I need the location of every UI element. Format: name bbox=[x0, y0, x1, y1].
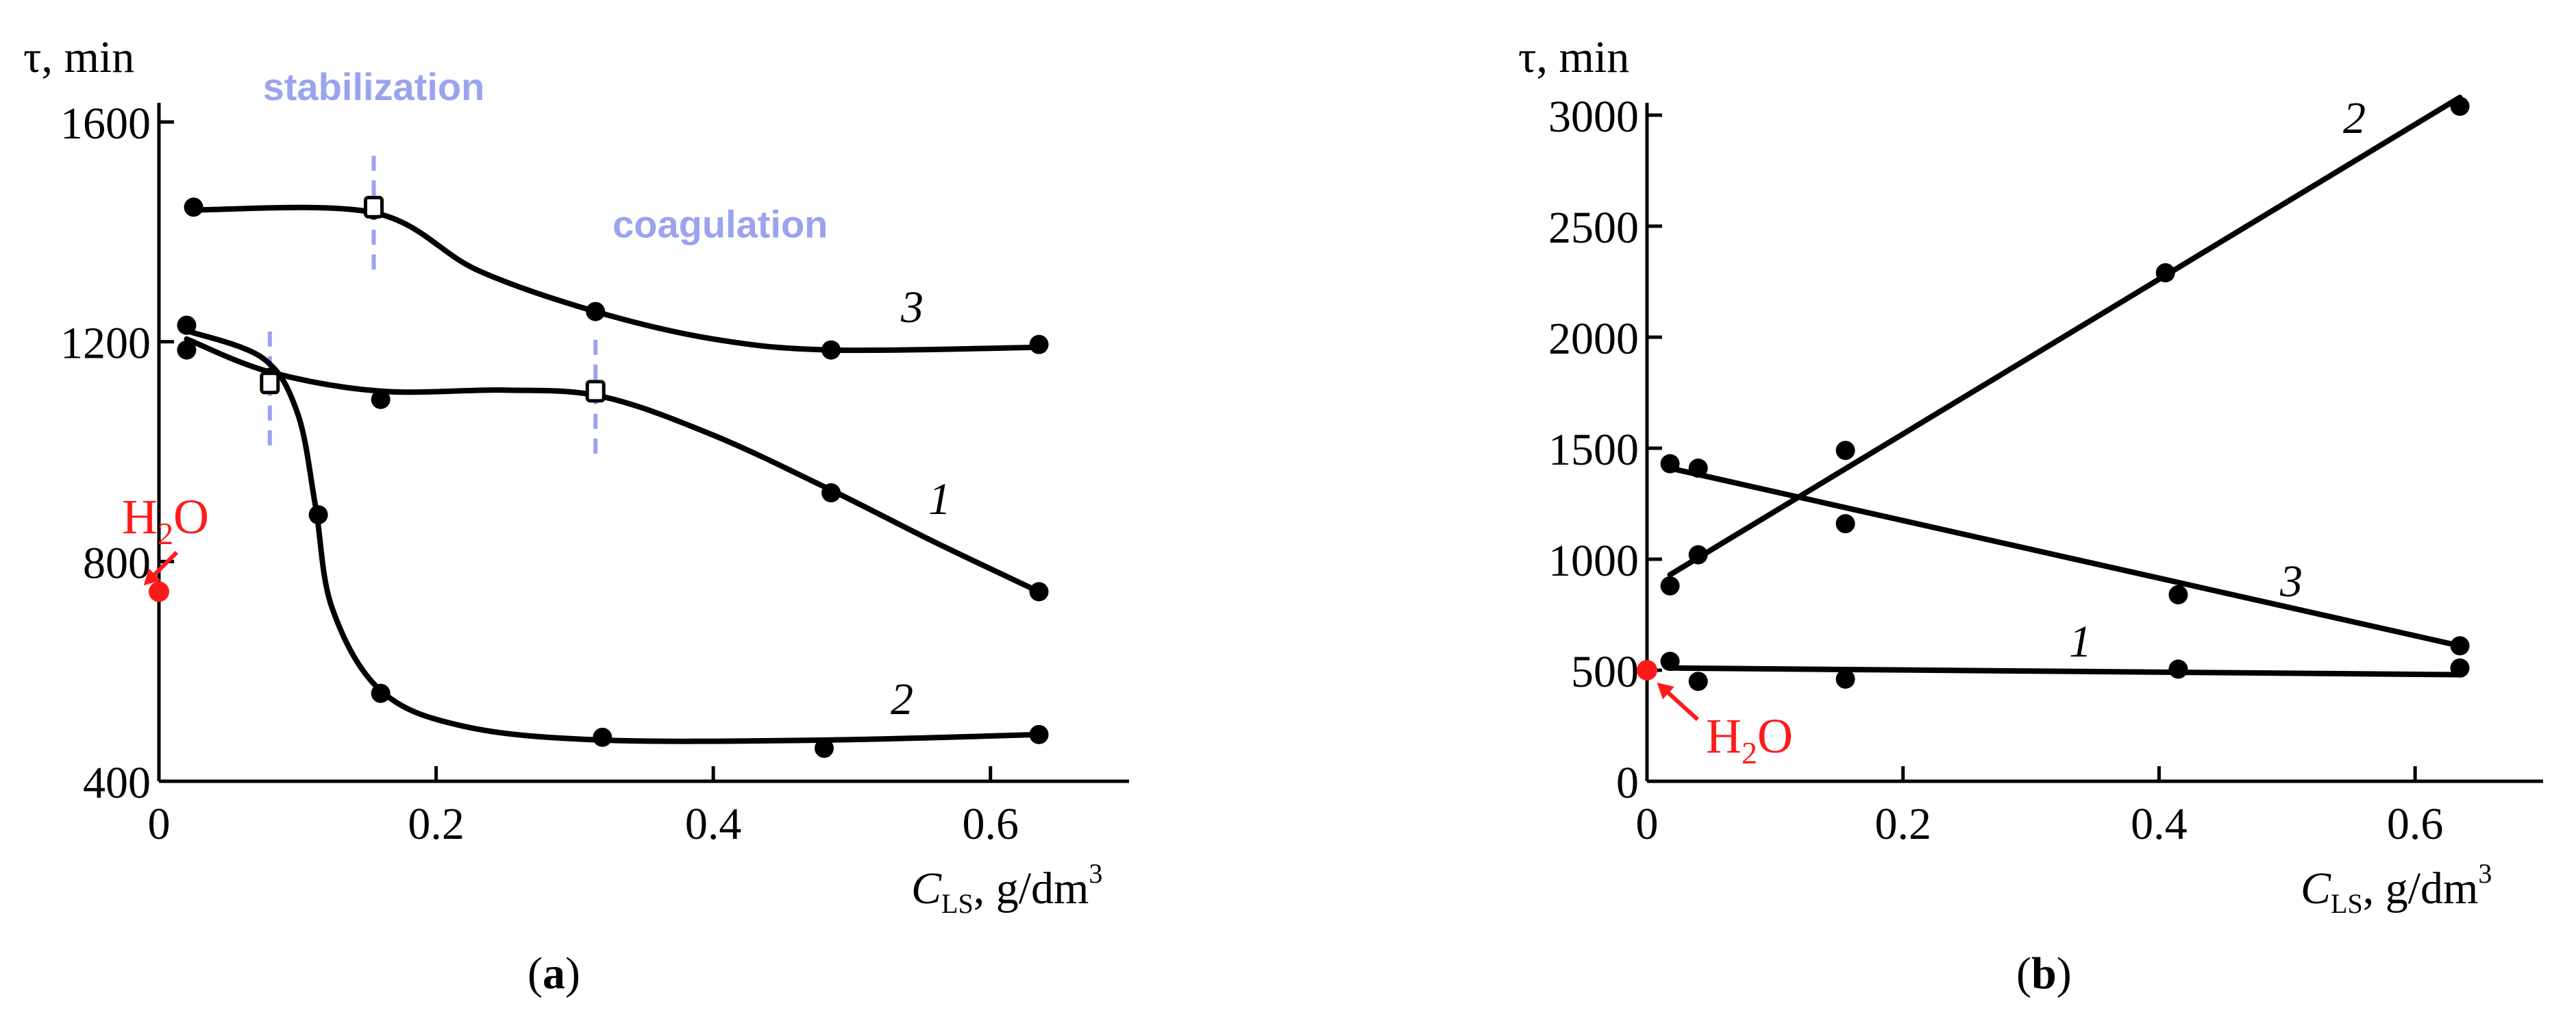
series-1-label: 1 bbox=[2069, 617, 2092, 667]
x-tick-label: 0 bbox=[1636, 799, 1659, 849]
series-2-point bbox=[2450, 97, 2470, 117]
series-1-point bbox=[821, 483, 841, 503]
transition-point bbox=[364, 195, 384, 219]
series-2-point bbox=[1029, 724, 1049, 744]
transition-point bbox=[260, 371, 280, 395]
series-1-point bbox=[2450, 658, 2470, 678]
series-2-point bbox=[593, 727, 612, 747]
y-axis-label: τ, min bbox=[1518, 32, 1629, 82]
series-1-point bbox=[2168, 659, 2188, 679]
series-2-label: 2 bbox=[891, 674, 913, 724]
y-tick-label: 1600 bbox=[60, 99, 151, 149]
x-tick-label: 0.6 bbox=[2387, 799, 2444, 849]
series-3-label: 3 bbox=[2279, 556, 2303, 606]
series-3-point bbox=[1029, 334, 1049, 354]
y-tick-label: 800 bbox=[83, 538, 151, 588]
y-tick-label: 400 bbox=[83, 758, 151, 808]
y-tick-label: 1000 bbox=[1548, 536, 1639, 586]
transition-point bbox=[585, 380, 606, 403]
series-3-line bbox=[1667, 465, 2463, 649]
series-3-point bbox=[1688, 458, 1708, 478]
water-reference-point bbox=[149, 581, 169, 602]
series-1-point bbox=[1029, 582, 1049, 602]
series-2-point bbox=[177, 315, 197, 335]
series-1-line bbox=[184, 336, 1042, 595]
x-tick-label: 0.4 bbox=[685, 799, 742, 849]
y-tick-label: 3000 bbox=[1548, 92, 1639, 142]
series-1-point bbox=[1835, 669, 1855, 689]
water-reference-arrowhead bbox=[1657, 682, 1674, 700]
panel-label: (b) bbox=[2016, 948, 2072, 998]
y-axis-label: τ, min bbox=[23, 32, 134, 82]
series-3-point bbox=[1835, 514, 1855, 534]
y-tick-label: 0 bbox=[1616, 758, 1639, 808]
series-3-point bbox=[184, 197, 203, 217]
series-2-line bbox=[1667, 95, 2463, 578]
x-tick-label: 0.2 bbox=[408, 799, 465, 849]
series-3-point bbox=[2450, 636, 2470, 656]
water-reference-arrowhead bbox=[143, 568, 161, 586]
chart-panel-a: 400 800 1200 1600 0 0.2 0.4 0.6 τ, min CLS, g/dm3… bbox=[23, 32, 1129, 998]
chart-panel-b: 0 500 1000 1500 2000 2500 3000 0 0.2 0.4 0.6 τ, min… bbox=[1518, 32, 2543, 998]
water-reference-point bbox=[1637, 660, 1657, 681]
x-axis-label: CLS, g/dm3 bbox=[911, 858, 1102, 919]
water-reference-label: H2O bbox=[122, 489, 209, 551]
series-1-point bbox=[1688, 672, 1708, 691]
series-2-point bbox=[1835, 441, 1855, 461]
series-1-line bbox=[1667, 665, 2463, 678]
series-1-label: 1 bbox=[928, 474, 951, 524]
series-3-point bbox=[586, 302, 606, 321]
series-3-point bbox=[2168, 585, 2188, 604]
series-2-point bbox=[814, 738, 834, 758]
series-3-point bbox=[821, 340, 841, 360]
y-tick-label: 2500 bbox=[1548, 203, 1639, 253]
panel-label: (a) bbox=[528, 948, 580, 998]
water-reference-label: H2O bbox=[1706, 709, 1793, 770]
series-3-point bbox=[1660, 454, 1680, 474]
annotation-label: coagulation bbox=[612, 202, 828, 245]
series-2-point bbox=[2155, 263, 2175, 283]
y-tick-label: 500 bbox=[1571, 647, 1639, 697]
series-2-point bbox=[371, 683, 391, 703]
y-tick-label: 2000 bbox=[1548, 314, 1639, 364]
series-1-point bbox=[371, 389, 391, 409]
annotation-label: stabilization bbox=[263, 65, 485, 108]
x-axis-label: CLS, g/dm3 bbox=[2301, 858, 2492, 919]
y-tick-label: 1500 bbox=[1548, 425, 1639, 475]
series-1-point bbox=[177, 340, 197, 360]
series-1-point bbox=[1660, 652, 1680, 672]
series-2-point bbox=[1660, 576, 1680, 596]
series-2-point bbox=[1688, 545, 1708, 565]
y-tick-label: 1200 bbox=[60, 319, 151, 369]
series-2-label: 2 bbox=[2343, 93, 2366, 143]
series-3-label: 3 bbox=[900, 282, 924, 332]
x-tick-label: 0.6 bbox=[962, 799, 1019, 849]
x-tick-label: 0.4 bbox=[2131, 799, 2188, 849]
x-tick-label: 0.2 bbox=[1874, 799, 1931, 849]
series-2-point bbox=[308, 505, 328, 525]
x-tick-label: 0 bbox=[148, 799, 171, 849]
